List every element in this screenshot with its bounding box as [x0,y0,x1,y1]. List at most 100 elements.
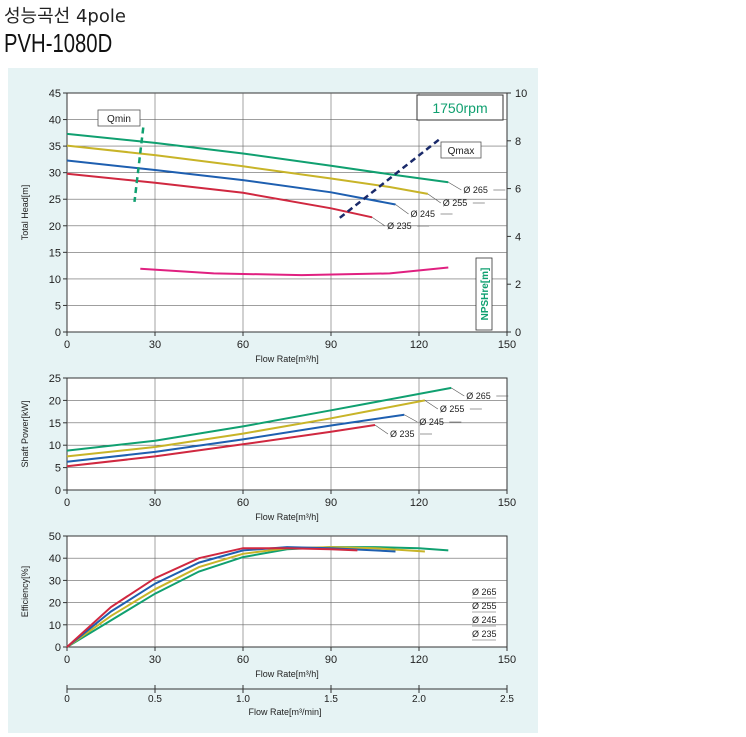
x2-tick-label: 2.0 [412,694,426,705]
head-y2-tick-label: 6 [515,184,521,196]
head-x-tick-label: 150 [498,339,516,351]
head-curve-label: Ø 235 [387,221,412,231]
x2-axis-label: Flow Rate[m³/min] [248,707,321,717]
power-x-tick-label: 150 [498,497,516,509]
power-curve-label: Ø 265 [466,391,491,401]
power-series-line [66,413,405,463]
efficiency-curve-label: Ø 235 [472,629,497,639]
efficiency-x-tick-label: 120 [410,654,428,666]
npsh-label-box [475,257,493,331]
efficiency-y-tick-label: 30 [49,575,61,587]
head-y-tick-label: 5 [55,300,61,312]
rpm-label: 1750rpm [432,100,487,116]
efficiency-y-tick-label: 0 [55,642,61,654]
npsh-axis-label: NPSHre[m] [480,268,491,321]
x2-tick-label: 2.5 [500,694,514,705]
x2-tick-label: 0.5 [148,694,162,705]
head-label-leader [395,204,409,215]
head-y-tick-label: 0 [55,327,61,339]
power-curve-label: Ø 235 [390,429,415,439]
head-x-tick-label: 90 [325,339,337,351]
efficiency-x-tick-label: 90 [325,654,337,666]
efficiency-x-tick-label: 30 [149,654,161,666]
npsh-curve [140,266,449,277]
head-label-leader [371,217,386,227]
power-curve-label: Ø 255 [440,404,465,414]
head-y-tick-label: 35 [49,141,61,153]
head-x-axis-label: Flow Rate[m³/h] [255,354,319,364]
x2-tick-label: 0 [64,694,70,705]
head-x-tick-label: 30 [149,339,161,351]
efficiency-y-tick-label: 40 [49,553,61,565]
power-series-line [66,399,426,458]
power-y-tick-label: 10 [49,440,61,452]
head-y2-tick-label: 10 [515,88,527,100]
power-y-tick-label: 25 [49,373,61,385]
efficiency-curve-label: Ø 265 [472,587,497,597]
head-y2-tick-label: 8 [515,136,521,148]
head-y2-tick-label: 0 [515,327,521,339]
qmin-line [133,127,145,203]
head-y-tick-label: 25 [49,194,61,206]
rpm-box [416,94,504,121]
model-title: PVH-1080D [4,28,113,58]
efficiency-x-tick-label: 150 [498,654,516,666]
power-x-tick-label: 0 [64,497,70,509]
head-y2-tick-label: 4 [515,231,521,243]
head-x-tick-label: 60 [237,339,249,351]
head-y2-tick-label: 2 [515,279,521,291]
chart-subtitle: 성능곡선 4pole [4,6,126,27]
x2-tick-label: 1.0 [236,694,250,705]
head-label-leader [427,193,441,204]
head-y-tick-label: 40 [49,115,61,127]
qmin-box [97,109,141,127]
head-series-line [66,144,428,195]
efficiency-y-tick-label: 50 [49,531,61,543]
power-label-leader [374,424,389,435]
efficiency-y-tick-label: 20 [49,598,61,610]
head-curve-label: Ø 245 [411,209,436,219]
power-y-tick-label: 5 [55,463,61,475]
power-label-leader [424,400,439,410]
head-y-tick-label: 20 [49,221,61,233]
x2-tick-label: 1.5 [324,694,338,705]
head-y-axis-label: Total Head[m] [20,185,30,241]
head-y-tick-label: 30 [49,168,61,180]
power-x-tick-label: 60 [237,497,249,509]
qmax-line [339,138,441,219]
head-y-tick-label: 45 [49,88,61,100]
head-x-tick-label: 0 [64,339,70,351]
head-series-line [66,172,373,219]
head-y-tick-label: 10 [49,274,61,286]
power-x-tick-label: 90 [325,497,337,509]
power-series-line [66,424,376,468]
power-y-tick-label: 20 [49,395,61,407]
power-y-axis-label: Shaft Power[kW] [20,400,30,467]
head-plot-area [66,92,508,333]
power-label-leader [404,414,418,423]
power-plot-area [66,377,508,491]
efficiency-curve-label: Ø 255 [472,601,497,611]
power-x-tick-label: 120 [410,497,428,509]
head-x-tick-label: 120 [410,339,428,351]
efficiency-x-tick-label: 60 [237,654,249,666]
power-panel: 0 30 60 90 120 150 0 5 10 15 20 25 Flow Rate[m³/h] Sh… [20,373,516,522]
qmax-box [440,141,482,159]
power-y-tick-label: 15 [49,418,61,430]
qmax-label: Qmax [448,146,475,157]
efficiency-plot-area [66,535,508,648]
power-series-line [66,386,452,452]
efficiency-y-tick-label: 10 [49,620,61,632]
efficiency-y-axis-label: Efficiency[%] [20,566,30,617]
power-x-axis-label: Flow Rate[m³/h] [255,512,319,522]
head-curve-label: Ø 265 [463,185,488,195]
efficiency-curve-label: Ø 245 [472,615,497,625]
head-label-leader [448,181,462,191]
efficiency-x-axis-label: Flow Rate[m³/h] [255,669,319,679]
head-y-tick-label: 15 [49,247,61,259]
power-x-tick-label: 30 [149,497,161,509]
efficiency-x-tick-label: 0 [64,654,70,666]
power-curve-label: Ø 245 [419,417,444,427]
